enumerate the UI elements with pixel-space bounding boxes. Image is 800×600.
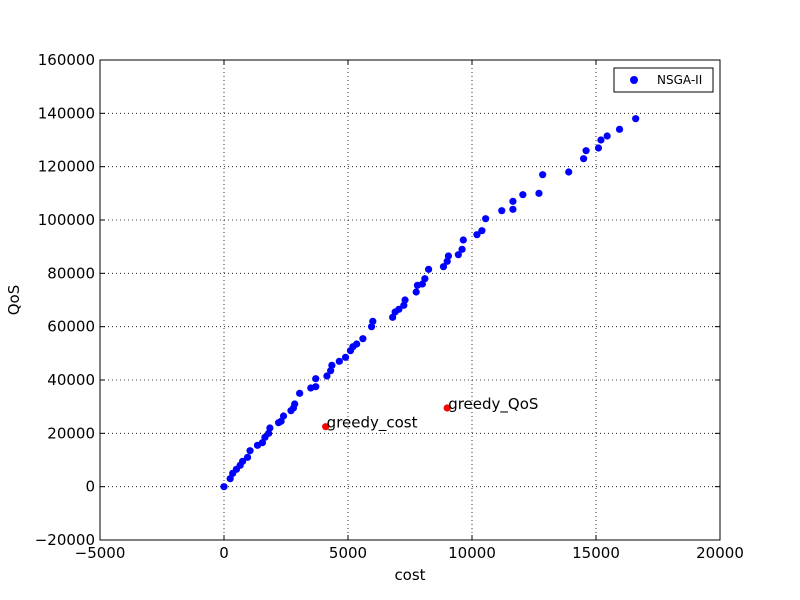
nsga-ii-point	[359, 335, 367, 343]
x-tick-label: 20000	[696, 544, 744, 562]
nsga-ii-point	[279, 412, 288, 420]
nsga-ii-point	[539, 171, 547, 179]
nsga-ii-point	[341, 353, 350, 361]
y-tick-label: 40000	[47, 371, 95, 389]
nsga-ii-point	[565, 168, 573, 176]
greedy-point	[443, 404, 451, 412]
nsga-ii-point	[582, 147, 590, 155]
legend-entry-nsga-ii: NSGA-II	[657, 73, 702, 87]
nsga-ii-point	[615, 125, 624, 133]
nsga-ii-point	[412, 288, 420, 296]
nsga-ii-point	[580, 155, 588, 163]
nsga-ii-point	[421, 275, 429, 283]
nsga-ii-point	[509, 205, 517, 213]
y-tick-label: 140000	[38, 104, 95, 122]
y-tick-label: 120000	[38, 158, 95, 176]
nsga-ii-point	[594, 144, 603, 152]
nsga-ii-point	[369, 317, 377, 325]
nsga-ii-point	[459, 236, 467, 244]
x-axis-label: cost	[394, 566, 425, 584]
nsga-ii-point	[243, 453, 252, 461]
nsga-ii-point	[266, 424, 274, 432]
plot-frame	[99, 59, 721, 541]
nsga-ii-point	[425, 265, 433, 273]
nsga-ii-point	[328, 361, 336, 369]
axis-ticks	[99, 59, 721, 541]
y-tick-label: 100000	[38, 211, 95, 229]
nsga-ii-point	[220, 483, 228, 491]
nsga-ii-point	[458, 245, 466, 253]
nsga-ii-point	[444, 252, 453, 260]
nsga-ii-point	[478, 227, 486, 235]
y-tick-label: 20000	[47, 424, 95, 442]
nsga-ii-point	[401, 296, 409, 304]
nsga-ii-point	[296, 389, 304, 397]
y-tick-label: 80000	[47, 264, 95, 282]
legend-marker-nsga-ii	[630, 76, 638, 84]
nsga-ii-point	[597, 136, 605, 144]
greedy-point	[322, 423, 330, 431]
legend: NSGA-II	[613, 67, 714, 93]
nsga-ii-point	[509, 197, 517, 205]
nsga-ii-point	[312, 383, 320, 391]
x-tick-label: 15000	[572, 544, 620, 562]
nsga-ii-point	[439, 263, 448, 271]
nsga-ii-point	[454, 251, 462, 259]
nsga-ii-point	[535, 189, 543, 197]
nsga-ii-point	[603, 132, 611, 140]
nsga-ii-point	[239, 457, 247, 465]
nsga-ii-point	[482, 215, 490, 223]
annotations: greedy_cost greedy_QoS	[327, 395, 539, 433]
y-tick-label: −20000	[35, 531, 95, 549]
tick-labels: −5000 0 5000 10000 15000 20000 −20000 0 20000 400…	[35, 51, 744, 562]
nsga-ii-point	[312, 375, 320, 383]
y-tick-label: 0	[85, 478, 95, 496]
nsga-ii-point	[323, 372, 331, 380]
y-tick-label: 60000	[47, 318, 95, 336]
nsga-ii-point	[519, 191, 527, 199]
grid	[100, 60, 720, 540]
y-tick-label: 160000	[38, 51, 95, 69]
x-tick-label: 10000	[448, 544, 496, 562]
nsga-ii-point	[498, 207, 506, 215]
nsga-ii-point	[395, 305, 403, 313]
nsga-ii-point	[335, 357, 343, 365]
annotation-greedy-qos: greedy_QoS	[448, 395, 538, 414]
nsga-ii-point	[291, 400, 299, 408]
x-tick-label: 0	[219, 544, 229, 562]
y-axis-label: QoS	[5, 285, 23, 316]
nsga-ii-point	[473, 231, 481, 239]
x-tick-label: 5000	[329, 544, 367, 562]
data-points	[220, 115, 640, 491]
nsga-ii-point	[632, 115, 640, 123]
x-tick-label: −5000	[75, 544, 126, 562]
legend-box	[613, 67, 714, 93]
nsga-ii-point	[246, 447, 254, 455]
annotation-greedy-cost: greedy_cost	[327, 414, 418, 433]
nsga-ii-point	[353, 340, 361, 348]
